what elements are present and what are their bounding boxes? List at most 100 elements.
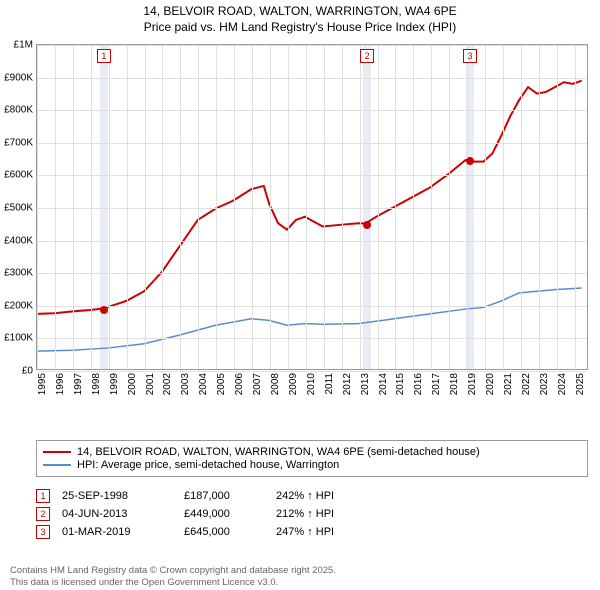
x-tick-label: 1998: [91, 373, 102, 395]
plot-region: £0£100K£200K£300K£400K£500K£600K£700K£80…: [36, 44, 588, 370]
grid-line: [37, 208, 587, 209]
y-tick-label: £800K: [4, 105, 33, 116]
grid-line: [503, 45, 504, 369]
y-tick-label: £700K: [4, 137, 33, 148]
legend-label: 14, BELVOIR ROAD, WALTON, WARRINGTON, WA…: [77, 446, 480, 458]
annotation-price: £187,000: [184, 490, 264, 502]
legend-item: 14, BELVOIR ROAD, WALTON, WARRINGTON, WA…: [43, 446, 581, 458]
x-tick-label: 2003: [180, 373, 191, 395]
grid-line: [37, 273, 587, 274]
annotation-date: 25-SEP-1998: [62, 490, 172, 502]
legend-label: HPI: Average price, semi-detached house,…: [77, 459, 339, 471]
footer-line-1: Contains HM Land Registry data © Crown c…: [10, 565, 336, 576]
marker-box-2: 2: [360, 49, 374, 63]
grid-line: [162, 45, 163, 369]
y-tick-label: £600K: [4, 170, 33, 181]
annotation-hpi: 242% ↑ HPI: [276, 490, 334, 502]
grid-line: [521, 45, 522, 369]
grid-line: [37, 45, 587, 46]
title-line-1: 14, BELVOIR ROAD, WALTON, WARRINGTON, WA…: [0, 4, 600, 20]
grid-line: [37, 175, 587, 176]
grid-line: [449, 45, 450, 369]
grid-line: [575, 45, 576, 369]
x-tick-label: 2020: [485, 373, 496, 395]
grid-line: [37, 371, 587, 372]
annotation-marker-box: 2: [36, 507, 50, 521]
grid-line: [37, 78, 587, 79]
y-tick-label: £0: [22, 366, 33, 377]
x-tick-label: 1995: [37, 373, 48, 395]
grid-line: [342, 45, 343, 369]
grid-line: [37, 45, 38, 369]
marker-dot-2: [363, 221, 371, 229]
footer-line-2: This data is licensed under the Open Gov…: [10, 577, 336, 588]
grid-line: [378, 45, 379, 369]
grid-line: [270, 45, 271, 369]
grid-line: [37, 306, 587, 307]
series-line-hpi: [37, 288, 582, 351]
x-tick-label: 2016: [413, 373, 424, 395]
x-tick-label: 2017: [431, 373, 442, 395]
annotation-row: 1 25-SEP-1998 £187,000 242% ↑ HPI: [36, 489, 588, 503]
grid-line: [55, 45, 56, 369]
line-layer: [37, 45, 587, 369]
series-line-property: [37, 81, 582, 314]
x-tick-label: 2011: [324, 373, 335, 395]
x-tick-label: 2025: [575, 373, 586, 395]
marker-dot-3: [466, 157, 474, 165]
x-tick-label: 2006: [234, 373, 245, 395]
grid-line: [360, 45, 361, 369]
annotation-price: £645,000: [184, 526, 264, 538]
grid-line: [216, 45, 217, 369]
annotation-hpi: 212% ↑ HPI: [276, 508, 334, 520]
y-tick-label: £400K: [4, 235, 33, 246]
annotation-hpi: 247% ↑ HPI: [276, 526, 334, 538]
marker-box-3: 3: [463, 49, 477, 63]
chart-title: 14, BELVOIR ROAD, WALTON, WARRINGTON, WA…: [0, 0, 600, 35]
annotation-row: 204-JUN-2013£449,000212% ↑ HPI: [36, 507, 588, 521]
grid-line: [539, 45, 540, 369]
x-tick-label: 2001: [145, 373, 156, 395]
legend-swatch: [43, 451, 71, 453]
y-tick-label: £900K: [4, 72, 33, 83]
x-tick-label: 2007: [252, 373, 263, 395]
grid-line: [413, 45, 414, 369]
annotation-price: £449,000: [184, 508, 264, 520]
y-tick-label: £1M: [14, 40, 33, 51]
grid-line: [467, 45, 468, 369]
x-tick-label: 2023: [539, 373, 550, 395]
annotation-row: 301-MAR-2019£645,000247% ↑ HPI: [36, 525, 588, 539]
y-tick-label: £200K: [4, 300, 33, 311]
x-tick-label: 2012: [342, 373, 353, 395]
x-tick-label: 1996: [55, 373, 66, 395]
grid-line: [109, 45, 110, 369]
x-tick-label: 1997: [73, 373, 84, 395]
grid-line: [37, 110, 587, 111]
annotations-table: 125-SEP-1998£187,000242% ↑ HPI204-JUN-20…: [36, 485, 588, 543]
grid-line: [252, 45, 253, 369]
marker-box-1: 1: [97, 49, 111, 63]
x-tick-label: 2024: [557, 373, 568, 395]
x-tick-label: 2008: [270, 373, 281, 395]
y-tick-label: £500K: [4, 203, 33, 214]
grid-line: [198, 45, 199, 369]
legend-item: HPI: Average price, semi-detached house,…: [43, 459, 581, 471]
grid-line: [91, 45, 92, 369]
grid-line: [485, 45, 486, 369]
x-tick-label: 2021: [503, 373, 514, 395]
annotation-date: 01-MAR-2019: [62, 526, 172, 538]
marker-dot-1: [100, 306, 108, 314]
grid-line: [180, 45, 181, 369]
footer-attribution: Contains HM Land Registry data © Crown c…: [10, 565, 336, 588]
annotation-marker-box: 1: [36, 489, 50, 503]
grid-line: [288, 45, 289, 369]
chart-area: £0£100K£200K£300K£400K£500K£600K£700K£80…: [36, 44, 588, 404]
x-tick-label: 2019: [467, 373, 478, 395]
x-tick-label: 2004: [198, 373, 209, 395]
grid-line: [395, 45, 396, 369]
grid-line: [557, 45, 558, 369]
x-tick-label: 2002: [162, 373, 173, 395]
x-tick-label: 2013: [360, 373, 371, 395]
x-tick-label: 2000: [127, 373, 138, 395]
x-tick-label: 1999: [109, 373, 120, 395]
